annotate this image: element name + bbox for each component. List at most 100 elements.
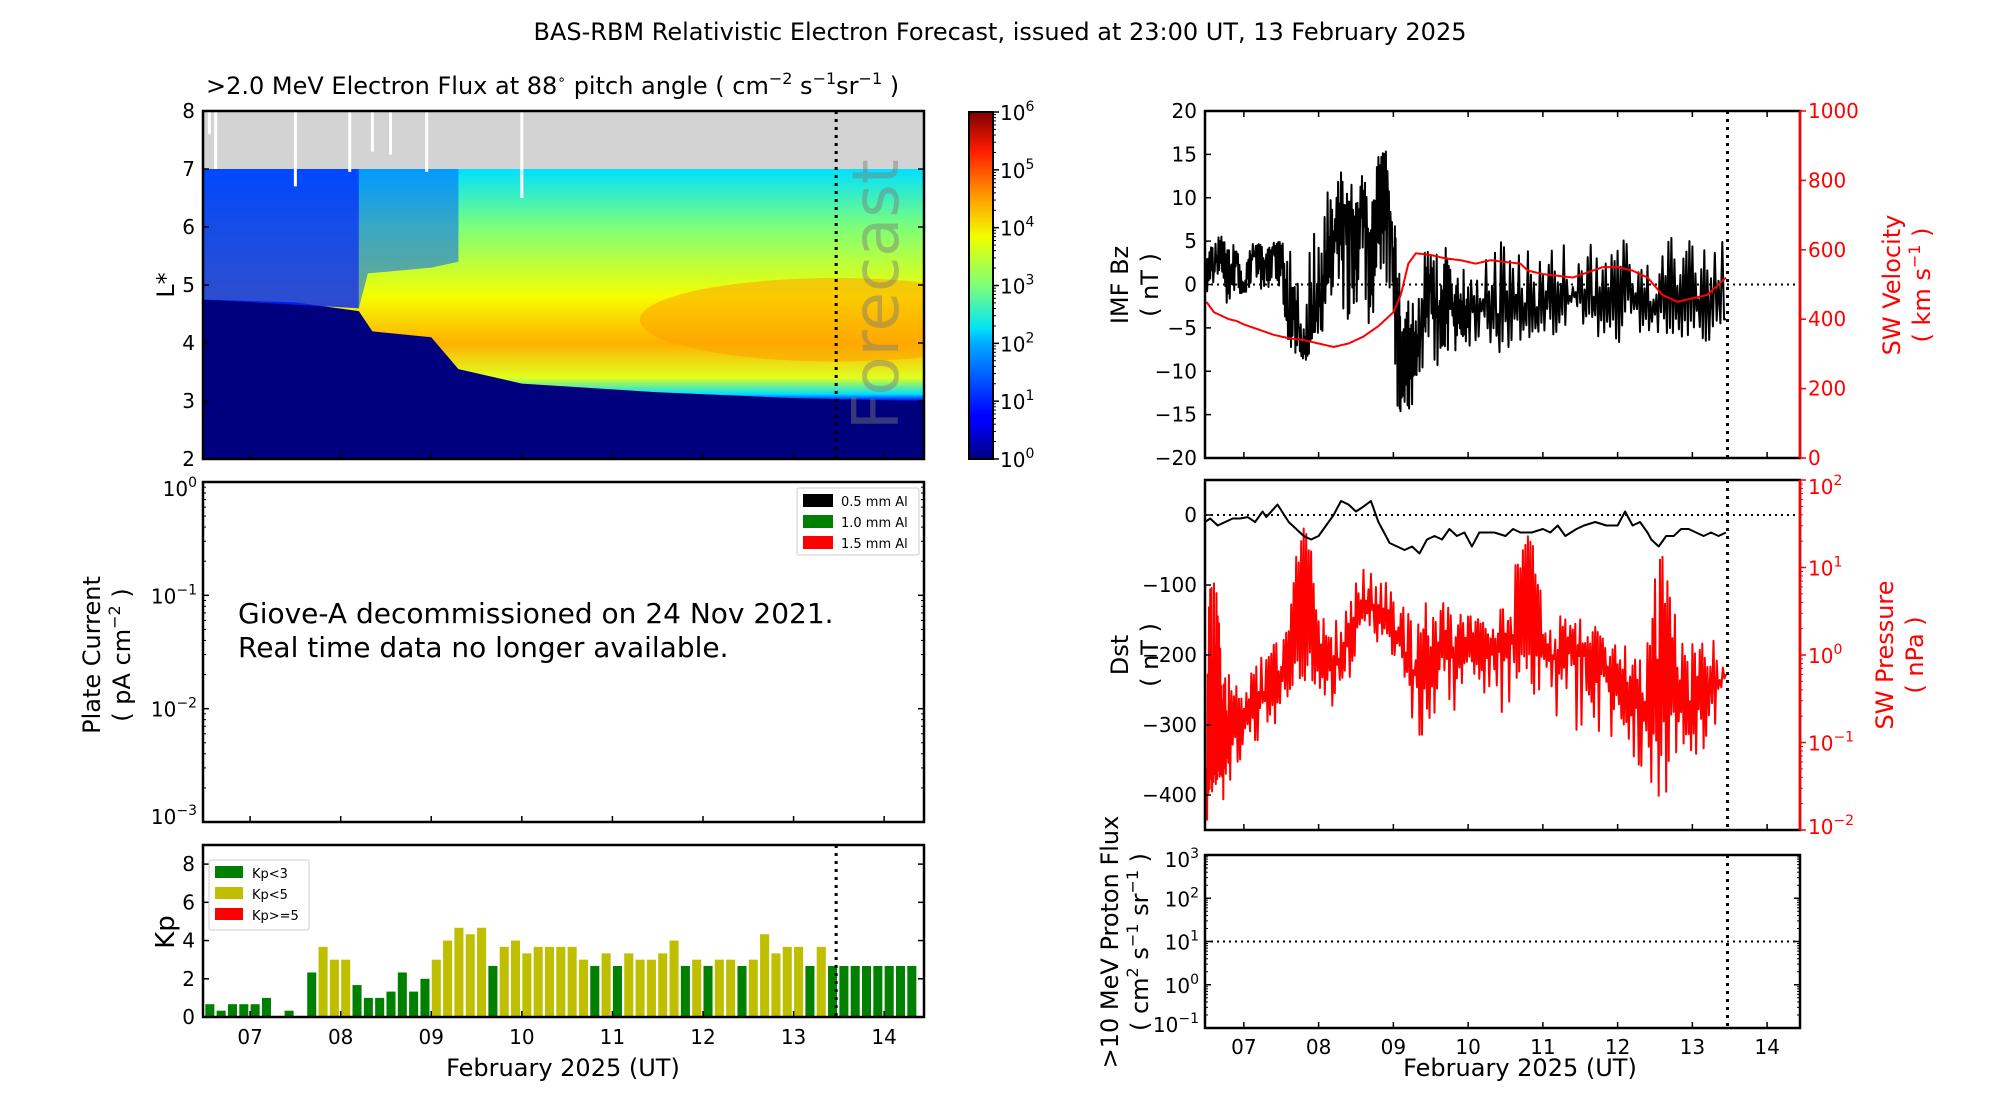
proton-ytick-label: 101 [1165,929,1199,955]
swv-ytick-label: 800 [1808,168,1846,192]
imf-bz-line [1205,150,1727,413]
plate-legend-label: 0.5 mm Al [841,495,908,510]
swv-ytick-label: 400 [1808,307,1846,331]
kp-legend-swatch [215,866,243,878]
kp-xtick-label: 14 [871,1025,896,1049]
flux-title-rest: pitch angle ( cm [566,72,769,100]
sw-pressure-units: ( nPa ) [1901,616,1929,693]
flux-ytick-label: 7 [182,157,195,181]
flux-title-exp1: −2 [769,69,793,88]
pressure-ytick-label: 10−1 [1808,730,1854,756]
electron-flux-panel: >2.0 MeV Electron Flux at 88∘ pitch angl… [152,69,1034,472]
plate-legend: 0.5 mm Al 1.0 mm Al 1.5 mm Al [796,487,920,556]
kp-bar [895,965,906,1017]
kp-bar [465,934,475,1017]
kp-bar [511,940,521,1017]
imf-ytick-label: 15 [1172,142,1197,166]
proton-units-close: ) [1126,853,1154,870]
plate-ytick-label: 10−3 [151,803,197,829]
kp-bar [839,965,849,1017]
kp-bar [239,1004,249,1017]
kp-bar [873,965,883,1017]
kp-axes-frame [201,843,926,1019]
kp-bar [363,997,373,1017]
kp-bar [794,946,804,1017]
proton-units-sr: sr [1126,893,1154,923]
kp-bar [669,940,679,1017]
kp-bar [590,965,600,1017]
kp-ytick-label: 2 [182,967,195,991]
kp-bar [805,965,815,1017]
kp-bar [692,959,702,1017]
kp-xtick-label: 13 [781,1025,806,1049]
proton-xtick-label: 11 [1530,1035,1555,1059]
plate-ylabel-units: ( pA cm−2 ) [105,588,136,721]
kp-xtick-label: 08 [328,1025,353,1049]
kp-bar [397,972,407,1017]
flux-missing-region [203,111,924,169]
swv-units-open: ( km s [1908,268,1936,342]
imf-ytick-label: 20 [1172,99,1197,123]
proton-ylabel: >10 MeV Proton Flux [1096,816,1124,1069]
colorbar-tick-label: 104 [1000,215,1034,241]
pressure-ytick-label: 101 [1808,555,1842,581]
kp-bar [703,965,713,1017]
plate-units-close: ) [108,588,136,605]
swv-ytick-label: 600 [1808,238,1846,262]
imf-ytick-label: 0 [1184,273,1197,297]
kp-bar [884,965,894,1017]
kp-bar [420,978,430,1017]
proton-ytick-label: 102 [1165,885,1199,911]
plate-ylabel: Plate Current [78,576,106,734]
kp-legend: Kp<3 Kp<5 Kp>=5 [208,859,310,931]
plate-legend-swatch [803,536,833,549]
kp-bar [556,946,566,1017]
kp-xtick-label: 11 [600,1025,625,1049]
kp-bar [477,927,487,1017]
kp-ylabel: Kp [151,915,181,949]
dst-ytick-label: −200 [1142,643,1197,667]
swv-ytick-label: 1000 [1808,99,1859,123]
kp-bar [318,946,328,1017]
kp-panel: 0 2 4 6 8 07 08 09 10 11 12 13 14 Kp February 2025 (… [151,843,926,1082]
proton-xtick-label: 09 [1381,1035,1406,1059]
dst-ylabel-units: ( nT ) [1136,623,1164,687]
colorbar [968,111,994,460]
dst-ytick-label: −300 [1142,713,1197,737]
plate-units-exp: −2 [105,605,124,629]
kp-legend-label: Kp>=5 [252,909,299,924]
dst-ytick-label: 0 [1184,503,1197,527]
imf-sw-panel: 20 15 10 5 0 −5 −10 −15 −20 1000 800 600 400 200 0 IMF… [1106,99,1936,470]
kp-bar [567,946,577,1017]
dst-ytick-label: −100 [1142,573,1197,597]
kp-bar [782,946,792,1017]
kp-ytick-label: 4 [182,929,195,953]
pressure-ytick-label: 100 [1808,642,1842,668]
kp-bar [522,953,532,1017]
flux-title-main: >2.0 MeV Electron Flux at 88 [206,72,557,100]
kp-ytick-label: 0 [182,1005,195,1029]
kp-bar [261,997,271,1017]
kp-bar [329,959,339,1017]
swv-ytick-label: 200 [1808,377,1846,401]
kp-bar [737,965,747,1017]
sw-velocity-units: ( km s−1 ) [1905,228,1936,343]
pressure-ytick-label: 102 [1808,473,1842,499]
plate-ytick-label: 10−1 [151,582,197,608]
kp-bar [771,953,781,1017]
proton-xlabel: February 2025 (UT) [1403,1054,1637,1082]
proton-units-open: ( cm [1126,977,1154,1031]
proton-ylabel-units: ( cm2 s−1 sr−1 ) [1123,853,1154,1031]
kp-ytick-label: 6 [182,890,195,914]
kp-bar [714,959,724,1017]
kp-bar [386,991,396,1017]
imf-ytick-label: −20 [1155,446,1197,470]
plate-axes-frame [201,480,926,824]
giove-message-line1: Giove-A decommissioned on 24 Nov 2021. [238,597,834,630]
colorbar-tick-label: 106 [1000,99,1034,125]
kp-ytick-label: 8 [182,852,195,876]
kp-bar [601,953,611,1017]
kp-legend-swatch [215,887,243,899]
flux-title-exp3: −1 [859,69,883,88]
proton-xtick-label: 13 [1680,1035,1705,1059]
